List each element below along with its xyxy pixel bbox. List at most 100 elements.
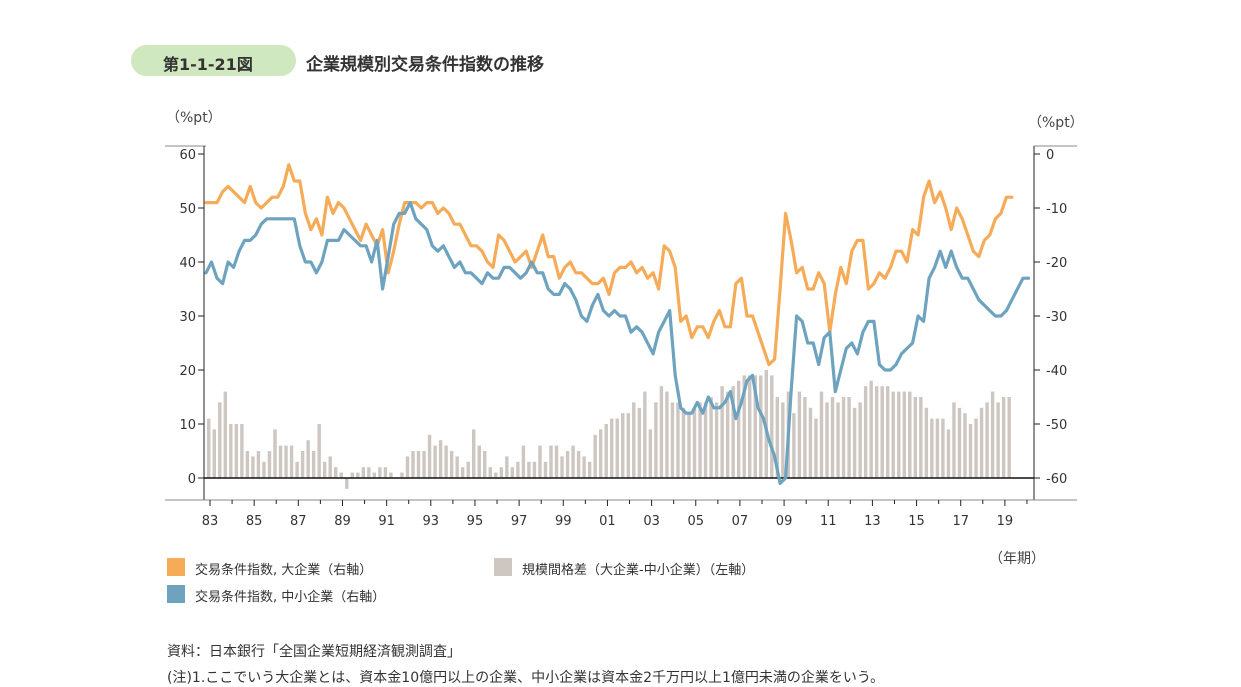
left-tick-label: 30	[179, 310, 196, 325]
gap-bar	[648, 429, 653, 478]
gap-bar	[731, 386, 735, 478]
gap-bar	[659, 386, 664, 478]
gap-bar	[284, 445, 288, 478]
gap-bar	[593, 434, 597, 478]
gap-bar	[692, 407, 697, 478]
figure-title: 企業規模別交易条件指数の推移	[306, 55, 544, 75]
gap-bar	[930, 418, 934, 478]
gap-bar	[576, 451, 581, 478]
gap-bar	[433, 445, 437, 478]
gap-bar	[361, 467, 366, 478]
gap-bar	[621, 413, 625, 478]
legend-label-large: 交易条件指数, 大企業（右軸）	[195, 563, 373, 578]
x-tick-label: 83	[202, 514, 219, 529]
gap-bar	[339, 472, 343, 478]
gap-bar	[946, 429, 951, 478]
x-tick-label: 97	[511, 514, 528, 529]
gap-bar	[935, 418, 940, 478]
gap-bar	[240, 424, 244, 478]
gap-bar	[345, 478, 349, 489]
right-tick-label: -50	[1046, 418, 1067, 433]
x-tick-label: 03	[643, 514, 660, 529]
gap-bar	[565, 451, 570, 478]
gap-bar	[477, 445, 481, 478]
gap-bar	[886, 386, 890, 478]
gap-bar	[499, 467, 504, 478]
gap-bar	[549, 445, 553, 478]
gap-bar	[295, 461, 299, 478]
gap-bar	[554, 445, 559, 478]
gap-bar	[632, 402, 636, 478]
x-tick-label: 89	[334, 514, 351, 529]
gap-bar	[587, 461, 592, 478]
gap-bar	[582, 456, 586, 478]
x-tick-label: 99	[555, 514, 572, 529]
gap-bar	[1007, 397, 1011, 478]
gap-bar	[571, 445, 575, 478]
gap-bar	[598, 429, 603, 478]
gap-bar	[781, 402, 785, 478]
gap-bar	[770, 375, 774, 478]
x-axis-unit: （年期）	[989, 551, 1045, 567]
gap-bar	[543, 461, 548, 478]
gap-bar	[438, 440, 443, 478]
right-tick-label: -60	[1046, 472, 1067, 487]
gap-bar	[306, 440, 310, 478]
x-tick-label: 07	[732, 514, 749, 529]
gap-bar	[803, 397, 807, 478]
gap-bar	[852, 407, 857, 478]
legend-label-small: 交易条件指数, 中小企業（右軸）	[195, 590, 386, 605]
legend-swatch-gap	[494, 558, 512, 576]
gap-bar	[897, 391, 901, 478]
gap-bar	[317, 424, 321, 478]
gap-bar	[411, 451, 415, 478]
gap-bar	[234, 424, 239, 478]
x-tick-label: 09	[776, 514, 793, 529]
gap-bar	[748, 375, 752, 478]
gap-bar	[229, 424, 233, 478]
gap-bar	[963, 413, 967, 478]
gap-bar	[654, 402, 658, 478]
gap-bar	[725, 391, 730, 478]
gap-bar	[714, 402, 719, 478]
gap-bar	[604, 424, 608, 478]
gap-bar	[698, 402, 702, 478]
gap-bar	[218, 402, 222, 478]
gap-bar	[350, 472, 354, 478]
gap-bar	[460, 467, 465, 478]
gap-bar	[869, 380, 873, 478]
gap-bar	[527, 461, 531, 478]
right-tick-label: -10	[1046, 202, 1067, 217]
gap-bar	[874, 386, 879, 478]
gap-bar	[334, 467, 338, 478]
x-tick-label: 11	[820, 514, 837, 529]
gap-bar	[979, 407, 984, 478]
gap-bar	[665, 391, 669, 478]
gap-bar	[681, 407, 686, 478]
gap-bar	[974, 418, 978, 478]
source-note: 資料：日本銀行「全国企業短期経済観測調査」	[167, 644, 461, 660]
x-tick-label: 91	[378, 514, 395, 529]
gap-bar	[736, 380, 741, 478]
gap-bar	[300, 451, 305, 478]
gap-bar	[775, 397, 780, 478]
gap-bar	[483, 451, 487, 478]
gap-bar	[560, 456, 564, 478]
gap-bar	[455, 456, 459, 478]
gap-bar	[902, 391, 906, 478]
right-tick-label: 0	[1046, 148, 1054, 163]
gap-bar	[521, 445, 526, 478]
gap-bar	[687, 413, 691, 478]
gap-bar	[941, 418, 945, 478]
gap-bar	[858, 402, 862, 478]
right-tick-label: -20	[1046, 256, 1067, 271]
gap-bar	[256, 451, 261, 478]
gap-bar	[372, 472, 377, 478]
gap-bar	[267, 451, 272, 478]
x-tick-label: 15	[908, 514, 925, 529]
gap-bar	[985, 402, 989, 478]
gap-bar	[367, 467, 371, 478]
gap-bar	[626, 413, 630, 478]
gap-bar	[245, 451, 250, 478]
